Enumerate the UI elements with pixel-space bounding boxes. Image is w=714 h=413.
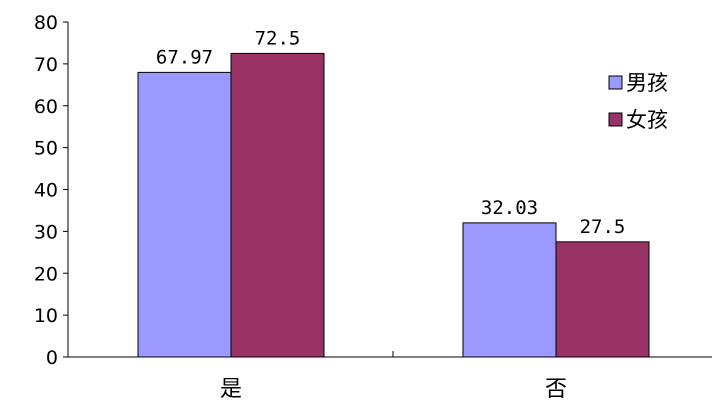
y-tick-label: 40 [34,180,58,202]
data-label: 67.97 [156,46,213,68]
legend-swatch [608,112,623,127]
y-tick-label: 50 [34,138,58,160]
data-label: 27.5 [580,216,626,238]
y-tick-label: 10 [34,305,58,327]
y-tick-label: 70 [34,54,58,76]
data-label: 72.5 [255,27,301,49]
y-tick-label: 80 [34,12,58,34]
y-tick-label: 30 [34,221,58,243]
y-tick-label: 0 [46,347,58,369]
bar-boys-0 [137,71,232,358]
bar-girls-1 [555,241,650,358]
data-label: 32.03 [481,197,538,219]
category-label: 是 [220,377,242,402]
bar-boys-1 [462,222,557,358]
category-label: 否 [545,377,567,402]
legend-label: 女孩 [626,108,668,132]
y-tick-label: 20 [34,263,58,285]
bar-girls-0 [230,52,325,358]
y-ticks: 0 10 20 30 40 50 60 70 80 [34,12,68,369]
category-labels: 是否 [220,377,567,402]
legend-label: 男孩 [626,71,668,95]
legend-swatch [608,75,623,90]
y-tick-label: 60 [34,96,58,118]
data-labels: 67.97 32.03 72.5 27.5 [156,27,625,237]
bars [137,52,650,358]
